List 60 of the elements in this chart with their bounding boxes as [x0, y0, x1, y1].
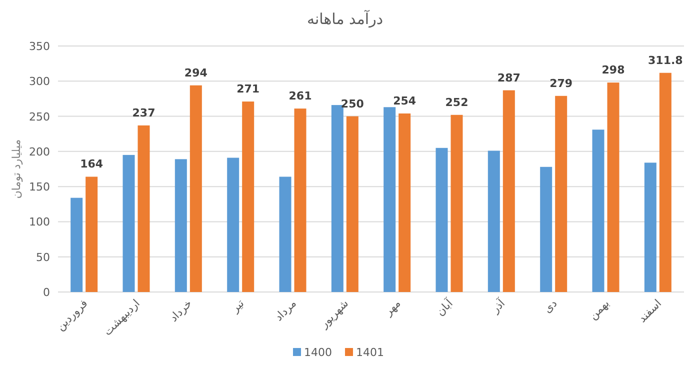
bar [398, 113, 411, 292]
bar [346, 116, 358, 292]
bar [450, 114, 463, 292]
x-tick-label: مهر [381, 296, 404, 319]
data-label: 254 [393, 94, 416, 108]
legend-label: 1400 [304, 346, 332, 359]
data-label: 279 [550, 76, 573, 90]
y-tick-label: 50 [36, 250, 50, 264]
x-tick-label: شهریور [316, 296, 352, 332]
data-label: 311.8 [648, 54, 683, 67]
legend-label: 1401 [356, 346, 384, 359]
data-label: 261 [288, 90, 312, 103]
x-tick-label: اسفند [636, 296, 664, 326]
bar [227, 158, 240, 292]
bar [70, 198, 83, 292]
bar [86, 176, 98, 292]
y-tick-label: 250 [29, 110, 50, 124]
bar [190, 85, 202, 292]
data-label: 250 [340, 97, 364, 110]
x-tick-label: آبان [433, 296, 456, 319]
data-label: 287 [497, 71, 520, 84]
bar [607, 82, 620, 292]
bar [122, 154, 135, 292]
data-label: 271 [236, 82, 260, 96]
bar [242, 102, 254, 292]
bar [294, 108, 306, 292]
y-tick-label: 100 [29, 216, 50, 229]
x-tick-label: فروردین [54, 296, 90, 334]
x-tick-label: مرداد [272, 296, 299, 324]
x-tick-label: تیر [228, 296, 247, 316]
y-tick-label: 150 [29, 180, 50, 194]
x-tick-label: آذر [488, 296, 508, 316]
bar [644, 162, 656, 292]
bar [436, 148, 448, 292]
data-label: 298 [602, 64, 625, 77]
data-label: 237 [132, 106, 156, 120]
y-tick-label: 350 [29, 40, 50, 53]
bar [174, 159, 187, 292]
x-tick-label: بهمن [586, 296, 612, 322]
bar [331, 105, 344, 292]
x-tick-label: اردیبهشت [101, 296, 142, 338]
data-label: 164 [80, 158, 104, 171]
bar [279, 176, 292, 292]
bar [502, 90, 515, 292]
data-label: 252 [445, 96, 468, 109]
x-tick-label: خرداد [167, 296, 195, 324]
bar [592, 130, 604, 292]
bar [555, 96, 568, 292]
y-axis-title: میلیارد تومان [10, 139, 23, 199]
chart-title: درآمد ماهانه [306, 9, 384, 28]
y-tick-label: 300 [29, 75, 50, 88]
bar [488, 150, 500, 292]
y-tick-label: 200 [29, 145, 50, 158]
x-tick-label: دی [540, 296, 560, 316]
y-tick-label: 0 [43, 286, 50, 299]
bar [384, 107, 396, 292]
bar [659, 72, 672, 292]
bar [138, 125, 150, 292]
data-label: 294 [184, 66, 208, 80]
bar [540, 166, 552, 292]
